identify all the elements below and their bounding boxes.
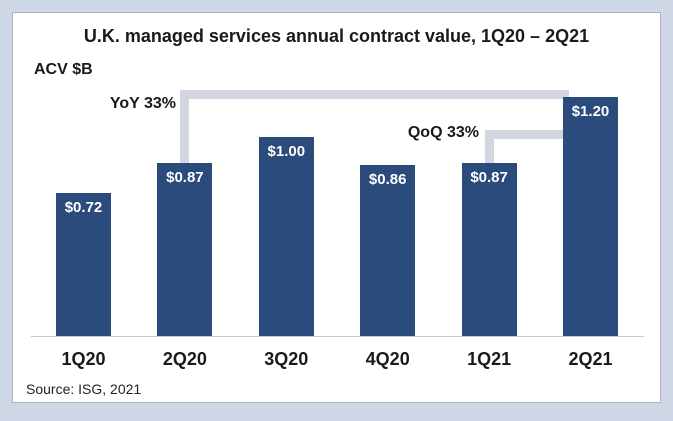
- source-note: Source: ISG, 2021: [26, 381, 142, 397]
- bar-3q20: $1.00: [258, 137, 314, 336]
- bar-value-label: $1.00: [267, 143, 306, 160]
- x-axis-line: [31, 336, 644, 337]
- y-axis-label: ACV $B: [34, 61, 93, 78]
- chart-title: U.K. managed services annual contract va…: [83, 26, 590, 46]
- x-axis-tick-label-2q21: 2Q21: [568, 349, 613, 369]
- bar-value-label: $0.86: [368, 170, 407, 188]
- connector-yoy-horizontal: [180, 90, 569, 99]
- bar-1q21: $0.87: [461, 162, 517, 336]
- connector-yoy-vertical: [180, 90, 190, 165]
- connector-qoq-vertical: [484, 130, 494, 165]
- plot-area: YoY 33% QoQ 33% $0.72 1Q20 $0.87 2Q20 $1.00 3Q2…: [13, 13, 660, 402]
- bar-2q21: $1.20: [563, 97, 618, 336]
- bar-1q20: $0.72: [56, 192, 111, 336]
- x-axis-tick-label-4q20: 4Q20: [365, 349, 410, 369]
- connector-qoq-horizontal: [484, 130, 569, 139]
- chart-panel: U.K. managed services annual contract va…: [12, 12, 661, 403]
- x-axis-tick-label-2q20: 2Q20: [162, 349, 207, 369]
- annotation-yoy-label: YoY 33%: [109, 95, 176, 112]
- x-axis-tick-label-1q21: 1Q21: [467, 349, 512, 369]
- bar-value-label: $0.72: [64, 198, 103, 216]
- bar-value-label: $0.87: [470, 168, 508, 186]
- bar-2q20: $0.87: [157, 162, 213, 336]
- bar-value-label: $0.87: [166, 168, 204, 186]
- bar-4q20: $0.86: [360, 164, 416, 336]
- x-axis-tick-label-3q20: 3Q20: [264, 349, 309, 369]
- x-axis-tick-label-1q20: 1Q20: [61, 349, 106, 369]
- annotation-qoq-label: QoQ 33%: [407, 124, 479, 141]
- bar-value-label: $1.20: [571, 103, 610, 121]
